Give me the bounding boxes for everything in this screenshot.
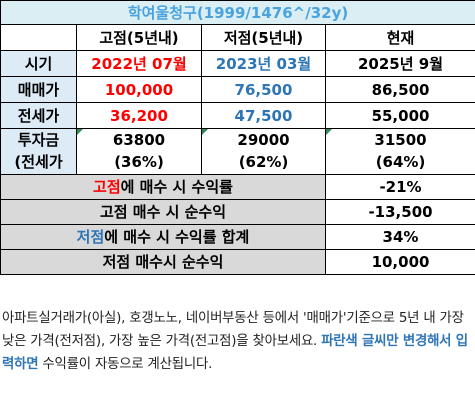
summary-low-rate-label: 저점에 매수 시 수익률 합계 xyxy=(0,223,326,250)
summary-low-profit-value: 10,000 xyxy=(324,248,475,275)
summary-high-profit-value: -13,500 xyxy=(324,198,475,225)
header-now: 현재 xyxy=(324,24,475,51)
formula-marker-icon xyxy=(77,129,83,135)
cell-low-invest[interactable]: 29000 xyxy=(201,128,326,150)
high-word: 고점 xyxy=(93,178,121,196)
cell-high-sale[interactable]: 100,000 xyxy=(76,76,202,103)
cell-now-jeonse[interactable]: 55,000 xyxy=(324,102,475,129)
high-invest-value: 63800 xyxy=(112,130,166,149)
row-label-invest: 투자금 xyxy=(0,128,77,150)
spreadsheet: 학여울청구(1999/1476^/32y) 고점(5년내) 저점(5년내) 현재… xyxy=(0,0,475,275)
investment-table: 학여울청구(1999/1476^/32y) 고점(5년내) 저점(5년내) 현재… xyxy=(0,0,475,275)
cell-now-sale[interactable]: 86,500 xyxy=(324,76,475,103)
summary-low-rate-value: 34% xyxy=(324,223,475,250)
note-text-after: 수익률이 자동으로 계산됩니다. xyxy=(38,357,213,372)
cell-high-jeonse[interactable]: 36,200 xyxy=(76,102,202,129)
cell-high-period[interactable]: 2022년 07월 xyxy=(76,50,202,77)
cell-high-invest[interactable]: 63800 xyxy=(76,128,202,150)
formula-marker-icon xyxy=(202,129,208,135)
cell-now-period[interactable]: 2025년 9월 xyxy=(324,50,475,77)
cell-now-invest-ratio: (64%) xyxy=(324,150,475,175)
summary-low-profit-label: 저점 매수시 순수익 xyxy=(0,248,326,275)
low-invest-value: 29000 xyxy=(237,130,290,149)
summary-high-profit-label: 고점 매수 시 순수익 xyxy=(0,198,326,225)
now-invest-value: 31500 xyxy=(374,130,427,149)
instruction-note: 아파트실거래가(아실), 호갱노노, 네이버부동산 등에서 '매매가'기준으로 … xyxy=(0,305,475,376)
note-text-before: 아파트실거래가(아실), 호갱노노, 네이버부동산 등에서 '매매가'기준으로 … xyxy=(2,311,464,349)
cell-low-jeonse[interactable]: 47,500 xyxy=(201,102,326,129)
cell-low-invest-ratio: (62%) xyxy=(201,150,326,175)
table-title: 학여울청구(1999/1476^/32y) xyxy=(0,0,475,25)
note-highlight: 파란색 글씨만 변경해서 입력하면 xyxy=(2,334,468,372)
low-rate-suffix: 에 매수 시 수익률 합계 xyxy=(104,228,250,246)
cell-high-invest-ratio: (36%) xyxy=(76,150,202,175)
summary-high-rate-value: -21% xyxy=(324,173,475,200)
summary-high-rate-label: 고점에 매수 시 수익률 xyxy=(0,173,326,200)
header-low: 저점(5년내) xyxy=(201,24,326,51)
row-label-invest-ratio: (전세가 xyxy=(0,150,77,175)
formula-marker-icon xyxy=(326,129,332,135)
high-rate-suffix: 에 매수 시 수익률 xyxy=(120,178,233,196)
row-label-jeonse: 전세가 xyxy=(0,102,77,129)
low-word: 저점 xyxy=(76,228,105,246)
row-label-period: 시기 xyxy=(0,50,77,77)
corner-cell xyxy=(0,24,77,51)
header-high: 고점(5년내) xyxy=(76,24,202,51)
cell-low-period[interactable]: 2023년 03월 xyxy=(201,50,326,77)
cell-low-sale[interactable]: 76,500 xyxy=(201,76,326,103)
row-label-sale: 매매가 xyxy=(0,76,77,103)
cell-now-invest[interactable]: 31500 xyxy=(324,128,475,150)
